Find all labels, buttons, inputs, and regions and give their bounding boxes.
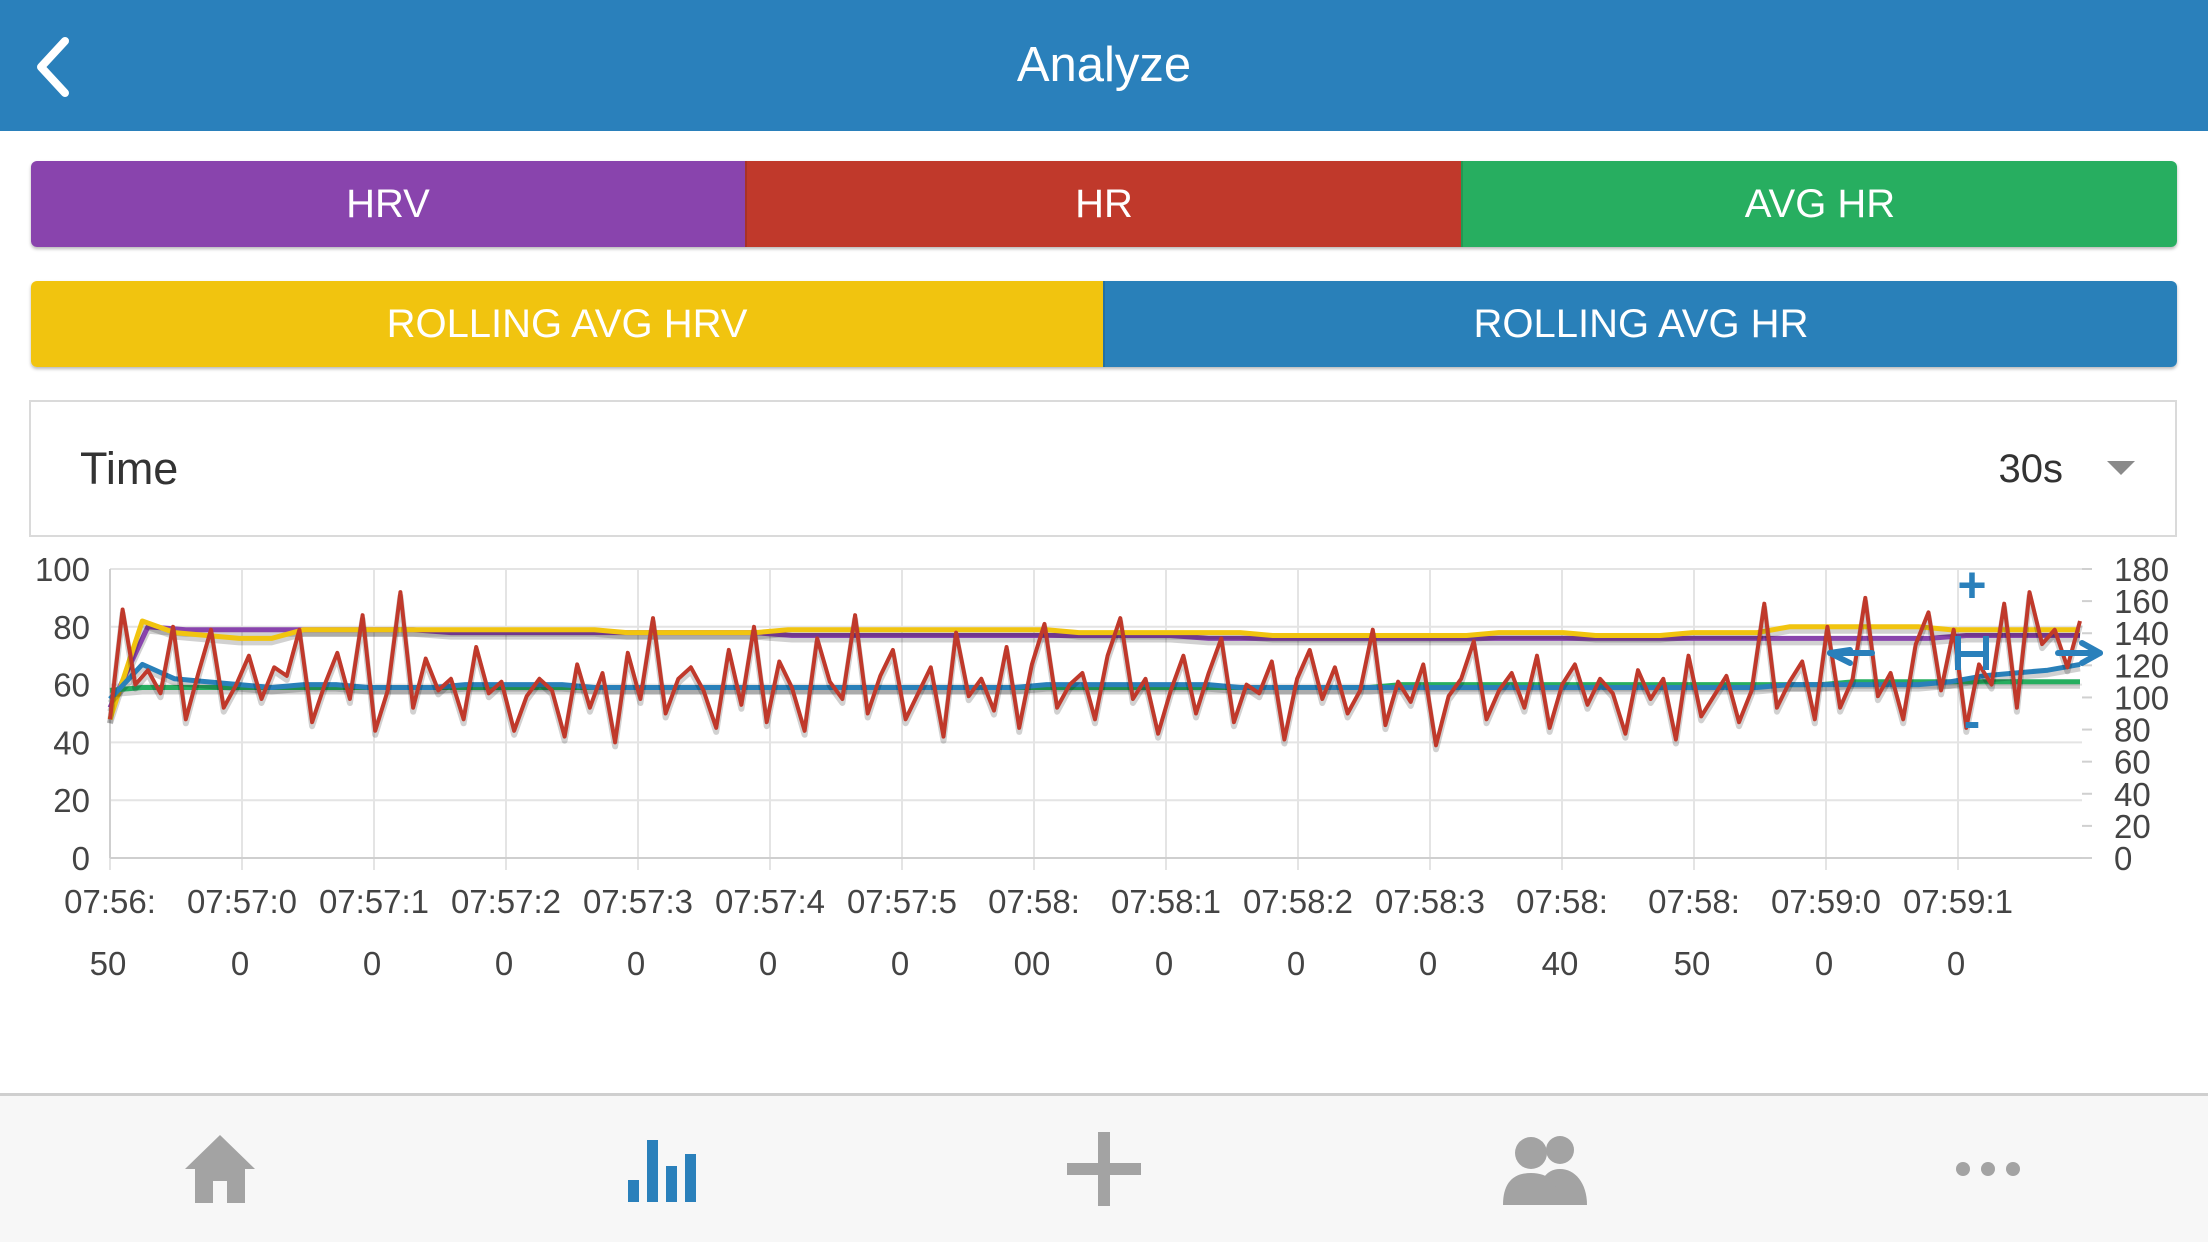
tab-analyze[interactable] (562, 1096, 762, 1242)
home-icon (185, 1135, 255, 1203)
y-right-tick-label: 80 (2114, 712, 2151, 749)
y-right-tick-label: 100 (2114, 679, 2169, 716)
x-tick-label: 07:58: (1648, 883, 1740, 920)
x-tick-label-line2: 0 (363, 945, 381, 982)
y-right-tick-label: 20 (2114, 808, 2151, 845)
series-toggle-row-1: HRV HR AVG HR (31, 161, 2177, 247)
x-tick-label-line2: 0 (759, 945, 777, 982)
chart-svg: 02040608010002040608010012014016018007:5… (35, 551, 2169, 982)
x-tick-label-line2: 50 (1674, 945, 1711, 982)
x-tick-label-line2: 0 (891, 945, 909, 982)
time-interval-value: 30s (1998, 446, 2064, 491)
zoom-in-control[interactable]: + (1957, 557, 1986, 613)
heart-rate-chart: 0 20 40 60 80 100 0 20 40 60 80 100 120 140 160 180 07:5… (0, 540, 2208, 1000)
toggle-rolling-avg-hrv[interactable]: ROLLING AVG HRV (31, 281, 1103, 367)
x-tick-label-line2: 40 (1542, 945, 1579, 982)
toggle-rolling-avg-hr[interactable]: ROLLING AVG HR (1103, 281, 2177, 367)
series-line-shadow (107, 627, 2080, 713)
x-tick-label: 07:57:1 (319, 883, 429, 920)
y-right-tick-label: 60 (2114, 744, 2151, 781)
tab-home[interactable] (120, 1096, 320, 1242)
tab-community[interactable] (1446, 1096, 1646, 1242)
more-icon (1956, 1162, 2020, 1176)
y-right-tick-label: 40 (2114, 776, 2151, 813)
x-tick-label-line2: 0 (1815, 945, 1833, 982)
toggle-hrv[interactable]: HRV (31, 161, 745, 247)
x-tick-label: 07:58:3 (1375, 883, 1485, 920)
x-tick-label-line2: 00 (1014, 945, 1051, 982)
x-tick-label-line2: 0 (495, 945, 513, 982)
top-navigation-bar: Analyze (0, 0, 2208, 131)
bottom-tab-bar (0, 1093, 2208, 1242)
x-tick-label-line2: 0 (1419, 945, 1437, 982)
toggle-hr[interactable]: HR (745, 161, 1461, 247)
chevron-left-icon (37, 37, 69, 97)
x-tick-label: 07:57:5 (847, 883, 957, 920)
x-tick-label: 07:58:2 (1243, 883, 1353, 920)
x-tick-label: 07:59:1 (1903, 883, 2013, 920)
x-tick-label: 07:58: (1516, 883, 1608, 920)
back-button[interactable] (8, 22, 98, 112)
series-toggle-row-2: ROLLING AVG HRV ROLLING AVG HR (31, 281, 2177, 367)
x-tick-label: 07:58: (988, 883, 1080, 920)
tab-add[interactable] (1004, 1096, 1204, 1242)
time-filter-label: Time (80, 443, 179, 494)
series-line (108, 590, 2082, 748)
time-filter-card: Time 30s (29, 400, 2177, 537)
x-tick-label: 07:57:2 (451, 883, 561, 920)
y-left-tick-label: 60 (53, 667, 90, 704)
x-tick-label-line2: 0 (627, 945, 645, 982)
users-icon (1503, 1136, 1587, 1205)
y-right-tick-label: 160 (2114, 583, 2169, 620)
y-right-tick-label: 0 (2114, 840, 2132, 877)
series-line (107, 618, 2080, 721)
y-left-tick-label: 0 (72, 840, 90, 877)
series-line-shadow (107, 622, 2080, 725)
pan-handle-icon (1955, 636, 1989, 670)
toggle-avg-hr[interactable]: AVG HR (1461, 161, 2177, 247)
plus-icon (1067, 1132, 1141, 1206)
x-tick-label: 07:59:0 (1771, 883, 1881, 920)
bar-chart-icon (628, 1140, 696, 1202)
x-tick-label: 07:57:0 (187, 883, 297, 920)
x-tick-label-line2: 0 (1155, 945, 1173, 982)
x-tick-label-line2: 0 (1947, 945, 1965, 982)
y-right-tick-label: 180 (2114, 551, 2169, 588)
tab-more[interactable] (1888, 1096, 2088, 1242)
x-tick-label: 07:56: (64, 883, 156, 920)
x-tick-label-line2: 0 (231, 945, 249, 982)
x-tick-label-line2: 0 (1287, 945, 1305, 982)
y-left-tick-label: 80 (53, 609, 90, 646)
x-tick-label: 07:57:4 (715, 883, 825, 920)
series-line-shadow (107, 593, 2083, 753)
zoom-out-control[interactable]: - (1964, 693, 1981, 749)
y-left-tick-label: 40 (53, 724, 90, 761)
x-tick-label-line2: 50 (90, 945, 127, 982)
page-title: Analyze (1016, 38, 1192, 92)
y-right-tick-label: 140 (2114, 615, 2169, 652)
x-tick-label: 07:57:3 (583, 883, 693, 920)
y-left-tick-label: 20 (53, 782, 90, 819)
dropdown-arrow-icon (2107, 461, 2135, 475)
time-interval-select[interactable]: 30s (1875, 430, 2135, 508)
x-tick-label: 07:58:1 (1111, 883, 1221, 920)
y-left-tick-label: 100 (35, 551, 90, 588)
y-right-tick-label: 120 (2114, 647, 2169, 684)
